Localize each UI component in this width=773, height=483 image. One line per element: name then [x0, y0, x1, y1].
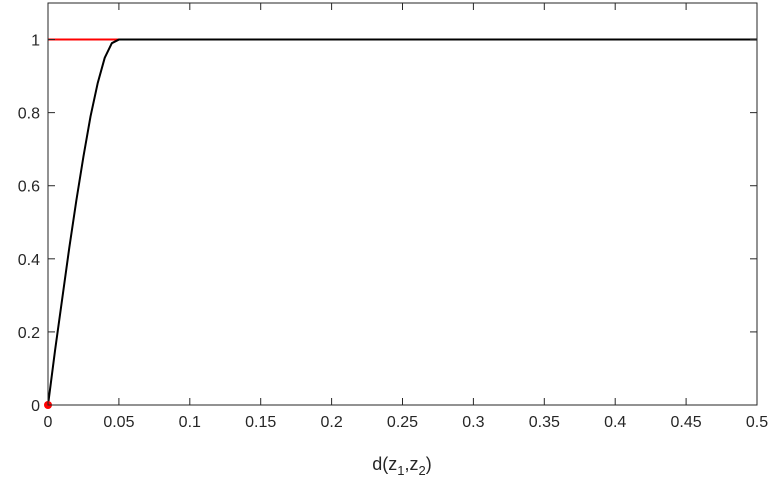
x-tick-label: 0.35 [529, 414, 560, 431]
x-tick-label: 0.25 [387, 414, 418, 431]
y-tick-label: 0.4 [18, 252, 40, 269]
x-tick-label: 0.5 [746, 414, 768, 431]
y-tick-label: 0.8 [18, 106, 40, 123]
y-ticks: 0 0.2 0.4 0.6 0.8 1 [18, 33, 757, 415]
x-tick-label: 0.05 [103, 414, 134, 431]
y-tick-label: 0.6 [18, 179, 40, 196]
x-tick-label: 0.4 [604, 414, 626, 431]
x-axis-label: d(z1,z2) [372, 454, 432, 478]
x-tick-label: 0.45 [671, 414, 702, 431]
x-tick-label: 0.1 [179, 414, 201, 431]
y-tick-label: 1 [31, 33, 40, 50]
y-tick-label: 0 [31, 398, 40, 415]
x-tick-label: 0 [44, 414, 53, 431]
plot-background [48, 3, 757, 405]
x-ticks: 0 0.05 0.1 0.15 0.2 0.25 0.3 0.35 0.4 0.45 0.5 [44, 3, 768, 431]
y-tick-label: 0.2 [18, 325, 40, 342]
x-tick-label: 0.3 [462, 414, 484, 431]
x-tick-label: 0.15 [245, 414, 276, 431]
series-line-1 [47, 38, 757, 406]
x-tick-label: 0.2 [320, 414, 342, 431]
series-layer [47, 38, 757, 406]
